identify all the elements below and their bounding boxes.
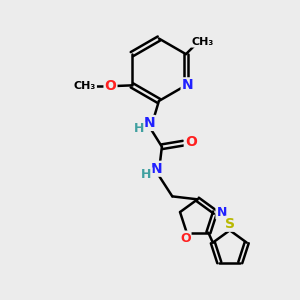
Text: S: S [225, 217, 236, 231]
Text: H: H [141, 168, 152, 181]
Text: N: N [143, 116, 155, 130]
Text: CH₃: CH₃ [191, 37, 213, 47]
Text: O: O [180, 232, 190, 244]
Text: N: N [151, 162, 162, 176]
Text: O: O [105, 79, 116, 93]
Text: H: H [134, 122, 144, 135]
Text: CH₃: CH₃ [74, 81, 96, 91]
Text: N: N [182, 78, 193, 92]
Text: N: N [216, 206, 227, 219]
Text: O: O [185, 135, 197, 149]
